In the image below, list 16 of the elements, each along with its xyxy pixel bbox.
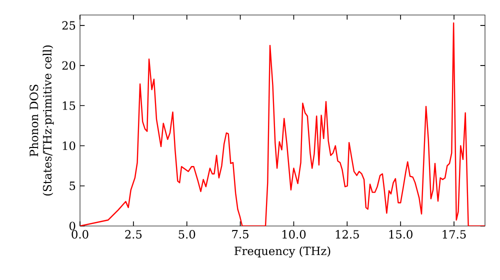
y-tick-label: 0 xyxy=(70,222,76,230)
x-tick-label: 17.5 xyxy=(442,230,466,239)
x-tick-label: 2.5 xyxy=(125,230,142,239)
y-tick-label: 10 xyxy=(62,141,76,150)
y-tick-label: 15 xyxy=(62,101,76,110)
x-tick-label: 10.0 xyxy=(282,230,306,239)
y-tick-label: 5 xyxy=(70,182,76,190)
y-axis-title: Phonon DOS (States/THz·primitive cell) xyxy=(29,45,54,196)
x-tick-label: 15.0 xyxy=(389,230,412,239)
x-tick-label: 5.0 xyxy=(178,230,196,239)
y-tick-label: 25 xyxy=(62,21,76,30)
x-axis-title: Frequency (THz) xyxy=(234,246,330,258)
x-tick-label: 12.5 xyxy=(336,230,359,239)
x-tick-label: 0.0 xyxy=(72,230,88,239)
x-tick-label: 7.5 xyxy=(232,230,248,238)
y-tick-label: 20 xyxy=(62,61,76,70)
